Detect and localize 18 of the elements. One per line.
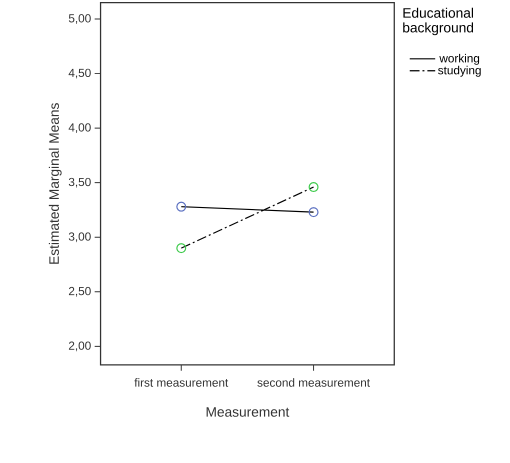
- x-tick-label: second measurement: [257, 378, 370, 387]
- point: [176, 202, 186, 212]
- legend-title: Educational background: [403, 8, 474, 36]
- y-tick-label: 3,50: [68, 178, 91, 188]
- legend-label: working: [439, 54, 480, 65]
- point: [308, 182, 319, 192]
- point: [176, 243, 186, 254]
- x-axis-title: Measurement: [206, 407, 290, 417]
- y-tick-label: 3,00: [68, 232, 91, 242]
- legend-label: studying: [438, 66, 481, 77]
- x-tick-label: first measurement: [134, 378, 228, 387]
- y-tick-label: 2,50: [68, 286, 91, 297]
- y-tick-label: 2,00: [68, 341, 91, 352]
- point: [308, 207, 319, 218]
- y-tick-label: 4,00: [68, 123, 91, 133]
- y-tick-label: 4,50: [68, 68, 91, 78]
- y-tick-label: 5,00: [68, 14, 91, 24]
- y-axis-title: Estimated Marginal Means: [48, 103, 62, 264]
